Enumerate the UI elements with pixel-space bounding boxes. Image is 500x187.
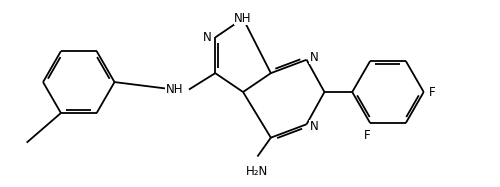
Text: NH: NH [166,83,183,96]
Text: N: N [202,31,211,44]
Text: H₂N: H₂N [246,165,268,178]
Text: F: F [428,85,436,99]
Text: F: F [364,129,371,142]
Text: N: N [310,120,318,133]
Text: NH: NH [234,12,252,25]
Text: N: N [310,51,318,64]
